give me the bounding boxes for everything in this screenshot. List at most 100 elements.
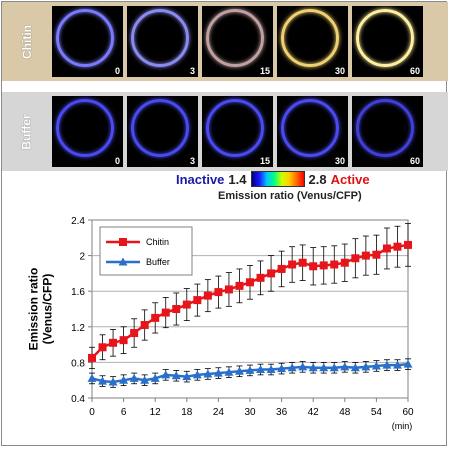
data-point: [266, 365, 276, 374]
data-point: [87, 373, 97, 382]
data-point: [277, 364, 287, 373]
series-buffer: [87, 358, 413, 388]
micrograph-row-chitin: Chitin 0 3 15 30 60: [2, 2, 448, 81]
data-point: [150, 373, 160, 382]
data-point: [393, 242, 402, 251]
cell-ring: [356, 99, 414, 157]
x-tick-label: 24: [213, 407, 225, 418]
micrograph-cell: 60: [352, 6, 423, 77]
data-point: [109, 338, 118, 347]
y-tick-label: 2.4: [71, 216, 85, 227]
time-label: 60: [409, 156, 420, 166]
data-point: [267, 269, 276, 278]
y-tick-label: 0.8: [71, 358, 85, 369]
x-tick-label: 30: [244, 407, 256, 418]
y-tick-label: 2: [79, 252, 85, 263]
x-tick-label: 36: [276, 407, 288, 418]
data-point: [382, 360, 392, 369]
micrograph-cell: 30: [277, 6, 348, 77]
cell-ring: [56, 9, 114, 67]
data-point: [98, 343, 107, 352]
y-tick-label: 0.4: [71, 394, 85, 405]
data-point: [203, 291, 212, 300]
data-point: [129, 373, 139, 382]
x-tick-label: 54: [371, 407, 383, 418]
ratio-chart-svg: 0.4 0.8 1.2 1.6 2 2.4 0 6 12 18 24 30 36 42 48 54 60 (min…: [27, 216, 414, 431]
data-point: [371, 361, 381, 370]
data-point: [246, 278, 254, 287]
data-point: [330, 260, 339, 269]
colorbar-gradient: [250, 171, 305, 187]
series-chitin: [88, 223, 412, 370]
legend-marker: [118, 257, 128, 266]
cell-ring: [206, 9, 264, 67]
data-point: [151, 313, 160, 322]
micrograph-cell: 3: [127, 96, 198, 167]
colorbar-min: 1.4: [228, 171, 247, 187]
data-point: [245, 365, 255, 374]
data-point: [192, 370, 202, 379]
y-axis-label: Emission ratio(Venus/CFP): [27, 268, 55, 351]
data-point: [213, 368, 223, 377]
data-point: [308, 363, 318, 372]
data-point: [382, 244, 391, 253]
legend-box: [99, 226, 193, 276]
colorbar-legend: Inactive 1.4 2.8 Active: [176, 171, 370, 187]
data-point: [287, 363, 297, 372]
data-point: [130, 329, 139, 338]
data-point: [161, 308, 170, 317]
data-point: [203, 369, 213, 378]
colorbar-caption: Emission ratio (Venus/CFP): [218, 190, 362, 202]
data-point: [404, 240, 412, 249]
data-point: [172, 305, 181, 313]
row-label-buffer: Buffer: [20, 113, 34, 150]
cell-ring: [131, 9, 189, 67]
figure-frame: [1, 1, 447, 446]
micrograph-cell: 60: [352, 96, 423, 167]
cell-ring: [356, 9, 414, 67]
cell-ring: [281, 9, 339, 67]
active-label: Active: [330, 171, 370, 187]
chart-legend: Chitin Buffer: [99, 226, 193, 276]
time-label: 30: [334, 156, 345, 166]
data-point: [340, 362, 350, 371]
data-point: [182, 300, 191, 309]
inactive-label: Inactive: [176, 171, 225, 187]
cell-ring: [206, 99, 264, 157]
time-label: 0: [114, 156, 120, 166]
x-tick-label: 60: [402, 407, 414, 418]
x-tick-label: 18: [181, 407, 193, 418]
data-point: [298, 362, 308, 371]
time-label: 60: [409, 66, 420, 76]
data-point: [361, 251, 370, 260]
data-point: [108, 377, 118, 386]
data-point: [224, 367, 234, 376]
time-label: 3: [189, 66, 195, 76]
data-point: [350, 363, 360, 372]
cell-ring: [281, 99, 339, 157]
data-point: [319, 261, 328, 270]
data-point: [214, 288, 223, 297]
data-point: [140, 321, 149, 330]
data-point: [88, 353, 96, 362]
data-point: [319, 363, 329, 372]
data-point: [329, 363, 339, 372]
micrograph-cell: 0: [52, 96, 123, 167]
data-point: [224, 285, 233, 294]
data-point: [277, 264, 286, 273]
data-point: [171, 371, 181, 380]
data-point: [351, 254, 360, 263]
ratio-chart: 0.4 0.8 1.2 1.6 2 2.4 0 6 12 18 24 30 36 42 48 54 60 (min…: [0, 208, 450, 449]
time-label: 3: [189, 156, 195, 166]
data-point: [193, 296, 202, 305]
data-point: [298, 258, 307, 267]
micrograph-cell: 30: [277, 96, 348, 167]
data-point: [372, 250, 381, 259]
x-tick-label: 6: [121, 407, 127, 418]
data-point: [161, 370, 171, 379]
time-label: 15: [259, 156, 270, 166]
cell-ring: [56, 99, 114, 157]
time-label: 30: [334, 66, 345, 76]
data-point: [403, 359, 413, 368]
y-tick-label: 1.2: [71, 323, 85, 334]
